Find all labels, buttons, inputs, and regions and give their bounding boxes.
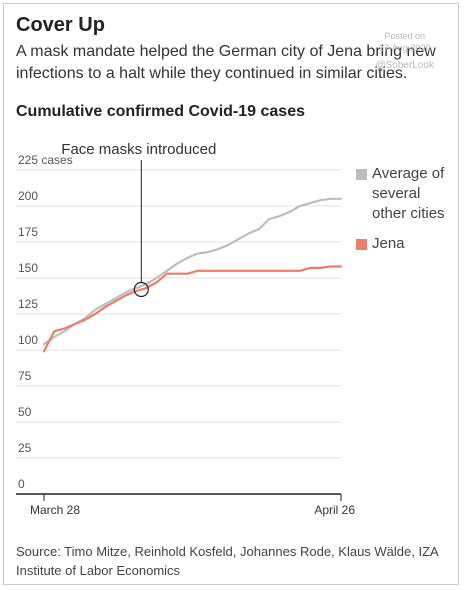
annotation-marker <box>133 281 149 298</box>
series-line-jena <box>42 265 343 353</box>
legend: Average of several other cities Jena <box>356 164 456 264</box>
x-tick-label-end: April 26 <box>314 503 355 517</box>
y-tick-label-125: 125 <box>18 297 38 311</box>
legend-label-average: Average of several other cities <box>372 165 445 222</box>
chart-card: Cover Up A mask mandate helped the Germa… <box>3 3 459 585</box>
annotation-label: Face masks introduced <box>61 141 216 158</box>
y-tick-label-225: 225 cases <box>18 153 73 167</box>
legend-item-jena: Jena <box>356 234 456 254</box>
legend-swatch-average <box>356 169 367 180</box>
chart-subtitle: A mask mandate helped the German city of… <box>16 43 436 82</box>
series-line-average <box>42 197 343 346</box>
legend-swatch-jena <box>356 239 367 250</box>
annotation: Face masks introduced <box>61 141 216 298</box>
gridlines <box>16 169 341 459</box>
watermark-posted: Posted on <box>384 31 425 41</box>
chart-title: Cumulative confirmed Covid-19 cases <box>16 103 305 120</box>
y-tick-label-200: 200 <box>18 189 38 203</box>
y-tick-label-50: 50 <box>18 405 32 419</box>
chart-headline: Cover Up <box>16 14 105 36</box>
y-tick-label-100: 100 <box>18 333 38 347</box>
watermark-handle: @SoberLook <box>375 60 434 71</box>
y-tick-label-150: 150 <box>18 261 38 275</box>
watermark-date: 17-Aug-2020 <box>378 43 431 53</box>
y-tick-label-0: 0 <box>18 477 25 491</box>
x-tick-label-start: March 28 <box>30 503 80 517</box>
y-tick-label-75: 75 <box>18 369 32 383</box>
watermark: Posted on 17-Aug-2020 @SoberLook <box>375 30 434 72</box>
y-axis-ticks: 0 25 50 75 100 125 150 175 200 225 cases <box>18 153 73 491</box>
legend-item-average: Average of several other cities <box>356 164 456 224</box>
source-note: Source: Timo Mitze, Reinhold Kosfeld, Jo… <box>16 544 438 578</box>
legend-label-jena: Jena <box>372 235 405 252</box>
y-tick-label-25: 25 <box>18 441 32 455</box>
series-lines <box>42 197 343 353</box>
x-axis: March 28 April 26 <box>16 493 355 517</box>
line-chart: 0 25 50 75 100 125 150 175 200 225 cases Face mas… <box>16 141 355 517</box>
y-tick-label-175: 175 <box>18 225 38 239</box>
